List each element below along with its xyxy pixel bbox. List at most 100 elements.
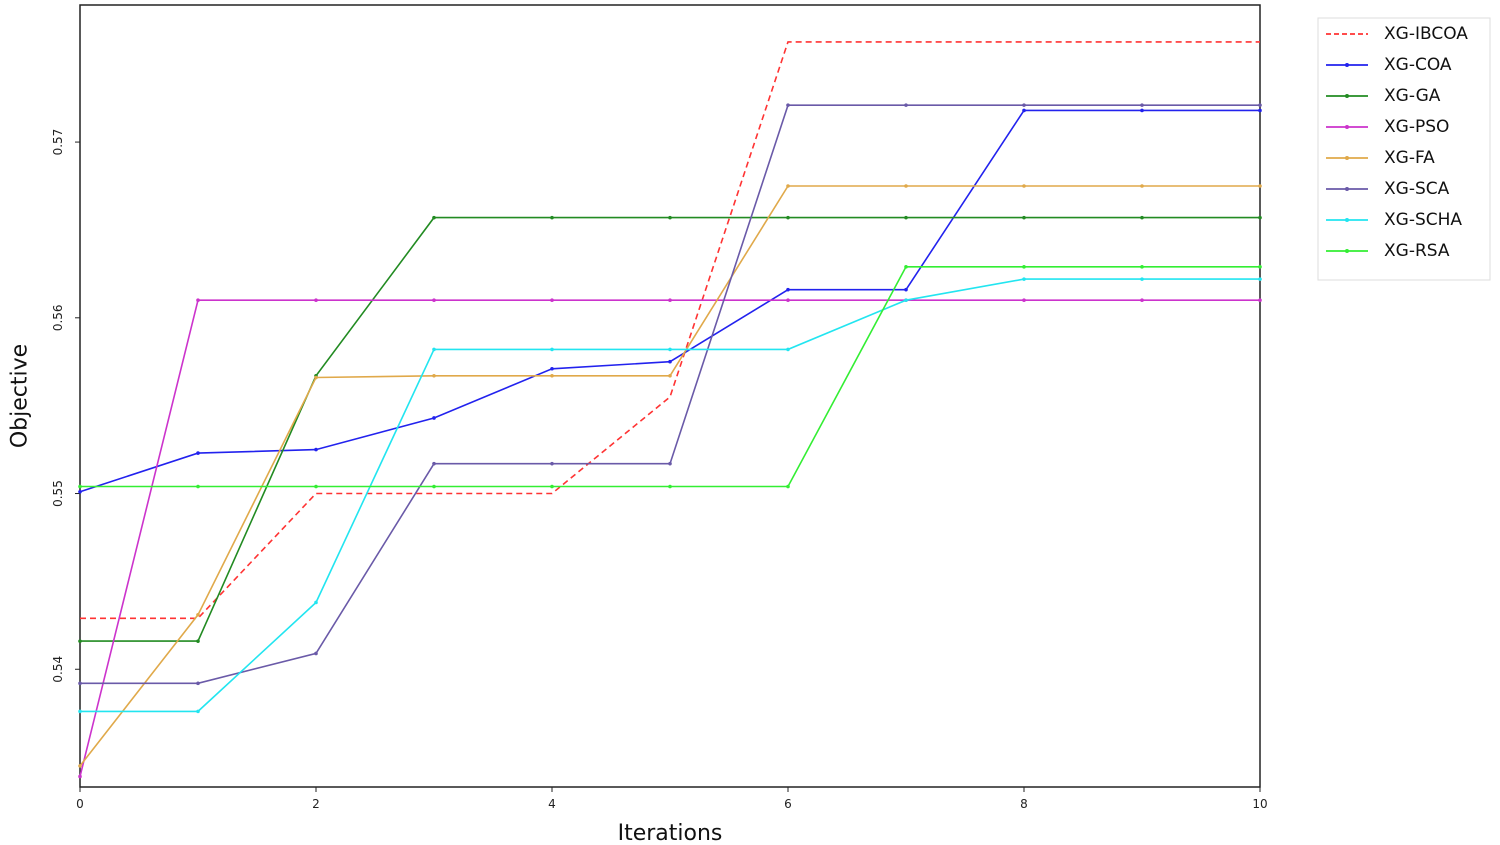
data-point	[904, 103, 908, 107]
x-tick-label: 4	[548, 797, 556, 811]
series-layer	[78, 41, 1262, 779]
data-point	[668, 359, 672, 364]
series-line	[80, 104, 1260, 685]
legend-marker	[1345, 125, 1349, 129]
data-point	[432, 298, 436, 303]
data-point	[1022, 108, 1026, 113]
data-point	[1258, 215, 1262, 220]
data-point	[1140, 298, 1144, 303]
data-point	[432, 461, 436, 466]
data-point	[196, 484, 200, 489]
data-point	[1258, 298, 1262, 303]
y-tick-label: 0.56	[51, 304, 65, 331]
data-point	[314, 375, 318, 380]
legend-marker	[1345, 187, 1349, 191]
data-point	[196, 681, 200, 686]
data-point	[786, 215, 790, 220]
data-point	[786, 484, 790, 489]
legend-label: XG-IBCOA	[1384, 24, 1468, 44]
data-point	[1140, 265, 1144, 269]
data-point	[314, 298, 318, 303]
data-point	[786, 287, 790, 292]
data-point	[78, 709, 82, 714]
data-point	[432, 347, 436, 352]
data-point	[668, 461, 672, 466]
series-xg-fa	[78, 184, 1262, 768]
series-xg-sca	[78, 103, 1262, 686]
data-point	[432, 373, 436, 378]
y-tick-label: 0.55	[51, 480, 65, 507]
data-point	[1022, 298, 1026, 303]
data-point	[1022, 265, 1026, 269]
legend: XG-IBCOA XG-COA XG-GA XG-PSO XG-FA XG-SCA XG-S…	[1317, 17, 1491, 281]
data-point	[550, 484, 554, 489]
data-point	[550, 347, 554, 352]
data-point	[196, 709, 200, 714]
x-axis-title: Iterations	[618, 821, 723, 845]
data-point	[78, 774, 82, 779]
data-point	[1022, 277, 1026, 281]
data-point	[904, 287, 908, 292]
data-point	[1140, 103, 1144, 107]
data-point	[1022, 215, 1026, 220]
data-point	[550, 366, 554, 371]
legend-item: XG-GA	[1326, 86, 1441, 106]
x-axis: 0 2 4 6 8 10	[76, 787, 1268, 811]
legend-item: XG-PSO	[1326, 117, 1449, 137]
data-point	[196, 298, 200, 303]
data-point	[550, 373, 554, 378]
data-point	[668, 373, 672, 378]
data-point	[786, 347, 790, 352]
data-point	[314, 484, 318, 489]
legend-item: XG-RSA	[1326, 241, 1450, 261]
data-point	[1258, 184, 1262, 188]
x-tick-label: 8	[1020, 797, 1028, 811]
data-point	[196, 612, 200, 617]
legend-marker	[1345, 249, 1349, 253]
data-point	[314, 651, 318, 656]
y-tick-label: 0.57	[51, 129, 65, 156]
legend-item: XG-FA	[1326, 148, 1435, 168]
series-xg-ibcoa	[80, 41, 1260, 620]
x-tick-label: 6	[784, 797, 792, 811]
data-point	[196, 451, 200, 455]
series-xg-ga	[78, 215, 1262, 643]
data-point	[1140, 184, 1144, 188]
data-point	[1140, 215, 1144, 220]
data-point	[432, 416, 436, 420]
legend-label: XG-PSO	[1384, 117, 1449, 137]
legend-marker	[1345, 218, 1349, 222]
data-point	[786, 298, 790, 303]
legend-marker	[1345, 63, 1349, 67]
data-point	[314, 600, 318, 605]
data-point	[78, 681, 82, 686]
legend-box	[1317, 17, 1491, 281]
series-xg-coa	[78, 108, 1262, 494]
data-point	[1022, 103, 1026, 107]
data-point	[314, 447, 318, 452]
series-line	[79, 299, 1260, 777]
series-xg-rsa	[78, 265, 1262, 489]
data-point	[550, 298, 554, 303]
data-point	[196, 639, 200, 643]
x-tick-label: 0	[76, 797, 84, 811]
data-point	[432, 215, 436, 220]
legend-marker	[1345, 94, 1349, 98]
y-axis-title: Objective	[8, 344, 33, 448]
legend-label: XG-SCA	[1384, 179, 1450, 199]
data-point	[668, 298, 672, 303]
series-line	[79, 185, 1260, 767]
data-point	[1140, 277, 1144, 281]
data-point	[904, 215, 908, 220]
legend-label: XG-SCHA	[1384, 210, 1462, 230]
data-point	[904, 265, 908, 269]
data-point	[1258, 103, 1262, 107]
plot-frame	[79, 4, 1261, 788]
y-tick-label: 0.54	[51, 656, 65, 683]
series-xg-pso	[78, 298, 1262, 779]
legend-label: XG-GA	[1384, 86, 1441, 106]
data-point	[1258, 265, 1262, 269]
legend-item: XG-COA	[1326, 55, 1452, 75]
data-point	[1022, 184, 1026, 188]
